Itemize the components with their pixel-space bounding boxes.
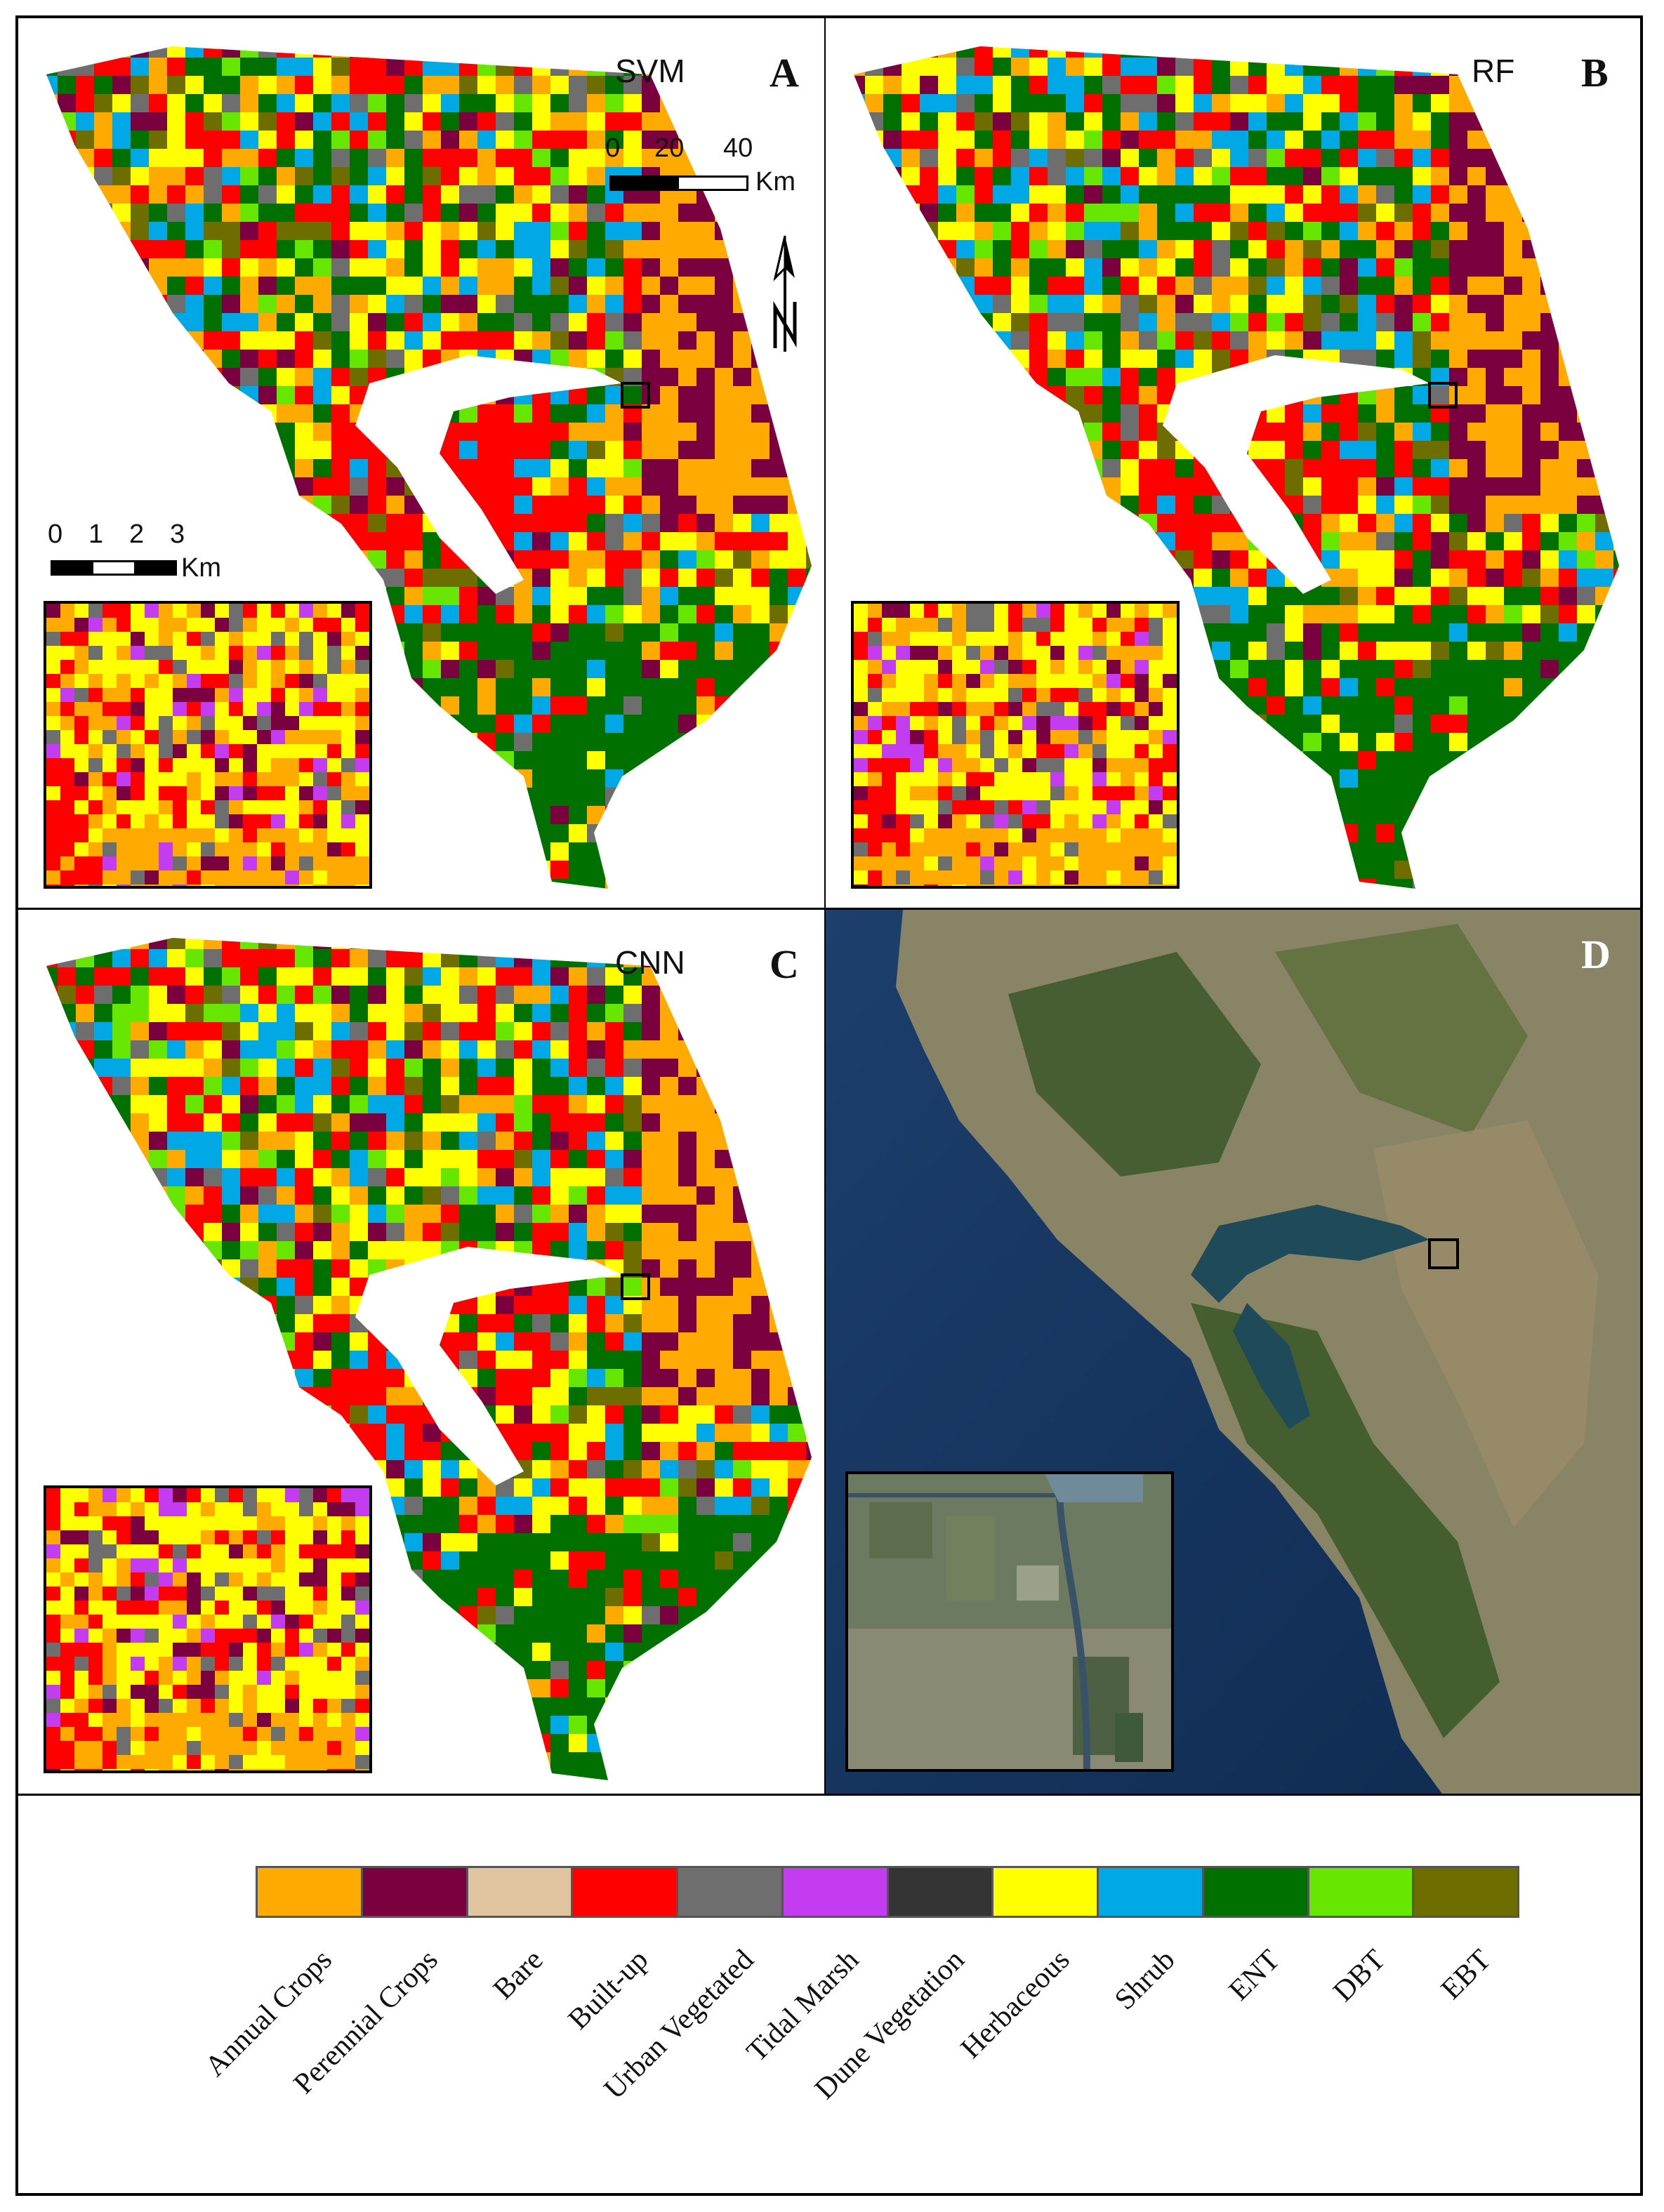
inset-scale-tick-1: 1	[88, 519, 104, 549]
scale-tick-40: 40	[723, 133, 753, 163]
legend-label-herbaceous: Herbaceous	[954, 1943, 1076, 2065]
legend-label-dbt: DBT	[1327, 1943, 1392, 2008]
panel-d-letter: D	[1581, 932, 1611, 977]
legend-swatch-dbt	[1309, 1868, 1415, 1916]
legend-color-bar	[256, 1866, 1519, 1918]
legend-swatch-herbaceous	[993, 1868, 1099, 1916]
scale-tick-0: 0	[605, 133, 621, 163]
panel-c-letter: C	[770, 941, 799, 987]
satellite-image	[826, 910, 1640, 1794]
legend-swatch-shrub	[1099, 1868, 1204, 1916]
panel-rf: RF B	[826, 18, 1640, 910]
scale-bar-graphic	[609, 175, 748, 191]
legend-swatch-ebt	[1414, 1868, 1517, 1916]
panel-svm: SVM A 0 20 40 Km 0 1 2 3 Km	[18, 18, 826, 910]
cnn-classification-map	[46, 938, 812, 1780]
legend-swatch-bare	[468, 1868, 574, 1916]
legend-swatch-annual-crops	[258, 1868, 363, 1916]
rf-inset-classification	[854, 604, 1177, 886]
panel-c-method-label: CNN	[615, 944, 685, 981]
legend-label-ebt: EBT	[1434, 1943, 1498, 2006]
cnn-inset-classification	[46, 1488, 369, 1770]
legend-swatch-urban-vegetated	[678, 1868, 784, 1916]
legend-label-bare: Bare	[487, 1943, 550, 2006]
scale-unit: Km	[755, 167, 795, 197]
legend-label-ent: ENT	[1222, 1943, 1286, 2007]
panel-satellite: D	[826, 910, 1640, 1796]
inset-scale-unit: Km	[181, 553, 221, 583]
satellite-inset-image	[845, 1471, 1174, 1772]
legend-swatch-perennial-crops	[362, 1868, 468, 1916]
svm-inset-map	[44, 601, 372, 889]
svm-inset-classification	[46, 604, 369, 886]
legend-label-shrub: Shrub	[1109, 1943, 1182, 2017]
rf-inset-map	[851, 601, 1180, 889]
inset-scale-tick-3: 3	[170, 519, 185, 549]
legend-swatch-ent	[1203, 1868, 1309, 1916]
panel-cnn: CNN C	[18, 910, 826, 1796]
scale-tick-20: 20	[654, 133, 685, 163]
panel-b-letter: B	[1581, 50, 1609, 95]
panel-b-method-label: RF	[1472, 53, 1515, 89]
legend-swatch-tidal-marsh	[783, 1868, 889, 1916]
satellite-inset-photo	[848, 1474, 1171, 1769]
inset-scale-tick-0: 0	[48, 519, 63, 549]
panel-a-method-label: SVM	[615, 53, 685, 89]
inset-scale-bar-graphic	[51, 560, 177, 576]
legend-swatch-dune-vegetation	[888, 1868, 994, 1916]
cnn-inset-map	[44, 1485, 372, 1773]
legend-label-built-up: Built-up	[562, 1943, 655, 2037]
figure: SVM A 0 20 40 Km 0 1 2 3 Km	[15, 15, 1643, 2196]
inset-scale-tick-2: 2	[129, 519, 145, 549]
legend-swatch-built-up	[573, 1868, 678, 1916]
panel-a-letter: A	[770, 50, 799, 95]
north-arrow-icon	[773, 235, 797, 352]
legend: Annual Crops Perennial Crops Bare Built-up U…	[18, 1796, 1640, 2193]
